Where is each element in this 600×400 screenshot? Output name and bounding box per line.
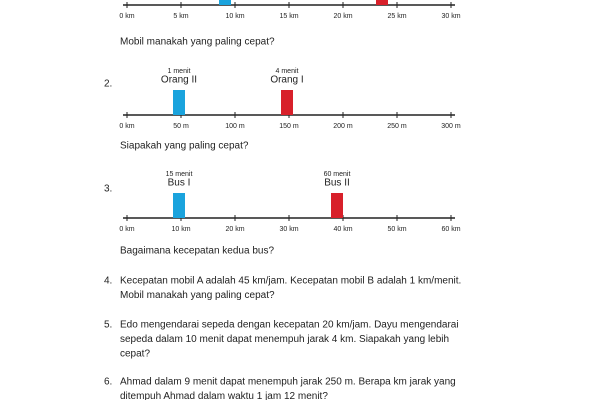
tick-label: 300 m — [441, 123, 461, 130]
item-number: 6. — [104, 377, 112, 388]
item-number: 3. — [104, 184, 112, 195]
problem-text: cepat? — [120, 349, 150, 360]
marker-name: Bus II — [324, 178, 350, 189]
marker-time: 60 menit — [324, 171, 351, 178]
marker-time: 1 menit — [168, 68, 191, 75]
problem-text: ditempuh Ahmad dalam waktu 1 jam 12 meni… — [120, 391, 328, 400]
tick-label: 20 km — [225, 226, 244, 233]
marker-name: Bus I — [168, 178, 191, 189]
tick-label: 30 km — [441, 13, 460, 20]
marker — [173, 193, 185, 218]
marker — [173, 90, 185, 115]
tick-label: 10 km — [225, 13, 244, 20]
marker — [219, 0, 231, 5]
question: Siapakah yang paling cepat? — [120, 141, 249, 152]
marker — [331, 193, 343, 218]
problem-text: Mobil manakah yang paling cepat? — [120, 290, 275, 301]
tick-label: 0 km — [119, 123, 134, 130]
question: Mobil manakah yang paling cepat? — [120, 37, 275, 48]
marker-name: Orang I — [270, 75, 303, 86]
marker — [281, 90, 293, 115]
tick-label: 150 m — [279, 123, 299, 130]
tick-label: 250 m — [387, 123, 407, 130]
tick-label: 5 km — [173, 13, 188, 20]
problem-text: Edo mengendarai sepeda dengan kecepatan … — [120, 320, 459, 331]
tick-label: 100 m — [225, 123, 245, 130]
marker — [376, 0, 388, 5]
tick-label: 40 km — [333, 226, 352, 233]
tick-label: 10 km — [171, 226, 190, 233]
tick-label: 60 km — [441, 226, 460, 233]
problem-text: Ahmad dalam 9 menit dapat menempuh jarak… — [120, 377, 456, 388]
tick-label: 0 km — [119, 226, 134, 233]
item-number: 2. — [104, 79, 112, 90]
marker-time: 4 menit — [276, 68, 299, 75]
item-number: 5. — [104, 320, 112, 331]
tick-label: 25 km — [387, 13, 406, 20]
item-number: 4. — [104, 276, 112, 287]
tick-label: 50 km — [387, 226, 406, 233]
problem-text: sepeda dalam 10 menit dapat menempuh jar… — [120, 334, 449, 345]
marker-time: 15 menit — [166, 171, 193, 178]
tick-label: 50 m — [173, 123, 189, 130]
tick-label: 0 km — [119, 13, 134, 20]
question: Bagaimana kecepatan kedua bus? — [120, 246, 274, 257]
tick-label: 15 km — [279, 13, 298, 20]
tick-label: 30 km — [279, 226, 298, 233]
marker-name: Orang II — [161, 75, 197, 86]
problem-text: Kecepatan mobil A adalah 45 km/jam. Kece… — [120, 276, 461, 287]
tick-label: 20 km — [333, 13, 352, 20]
tick-label: 200 m — [333, 123, 353, 130]
